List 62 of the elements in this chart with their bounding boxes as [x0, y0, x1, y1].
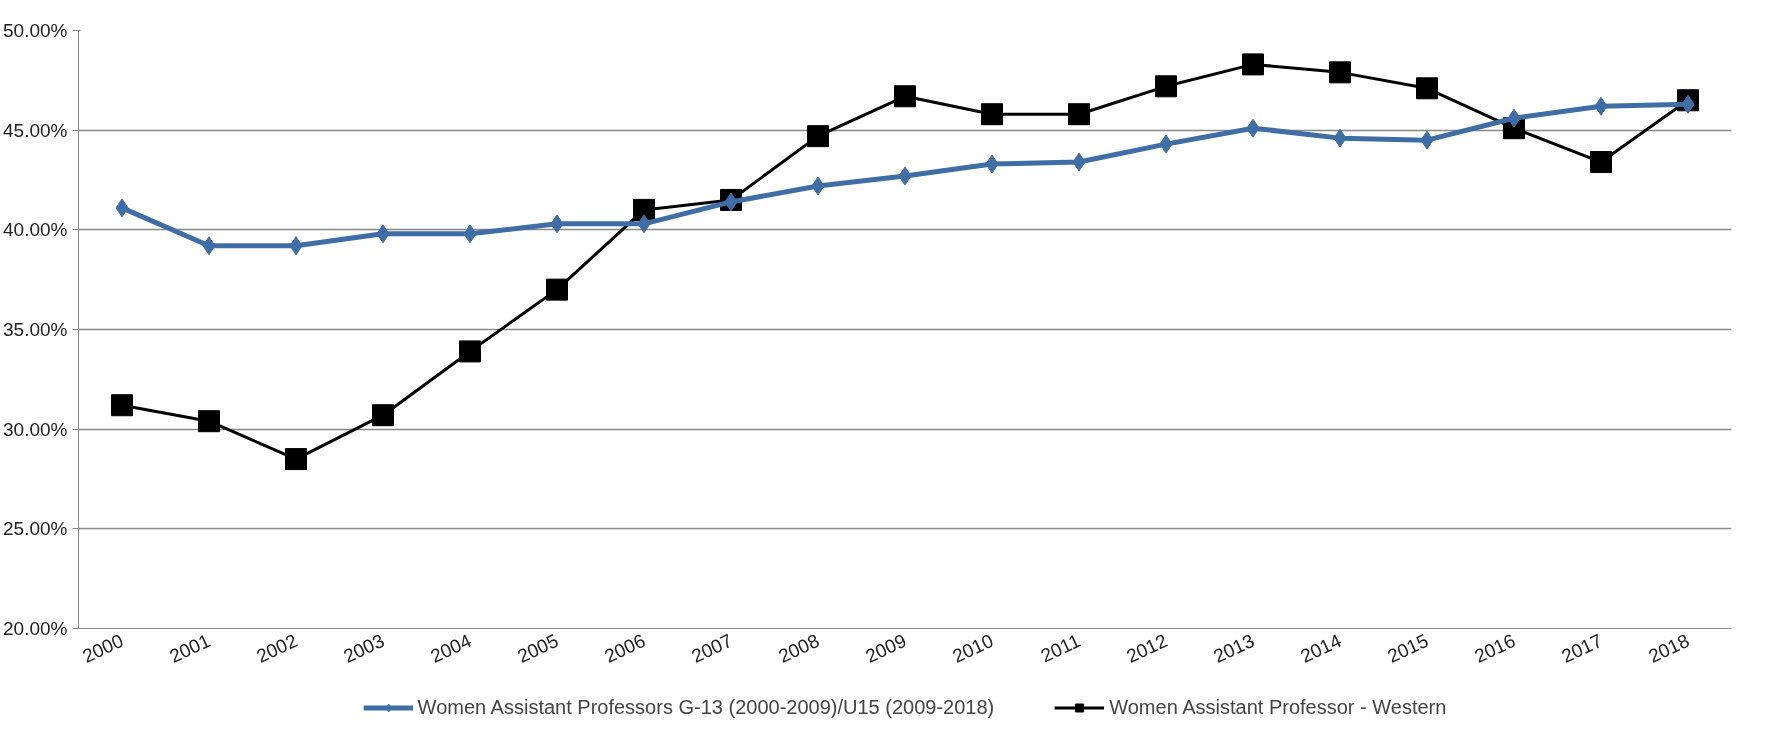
point [1329, 61, 1351, 84]
point [463, 224, 477, 244]
y-tick-label: 50.00% [3, 20, 68, 41]
x-tick-label: 2007 [688, 629, 736, 667]
point [1590, 151, 1612, 174]
x-tick-label: 2000 [79, 629, 127, 667]
point [115, 198, 129, 218]
x-tick-label: 2004 [427, 629, 475, 667]
x-tick-label: 2016 [1471, 629, 1519, 667]
point [289, 236, 303, 256]
point [981, 103, 1003, 126]
x-tick-label: 2008 [775, 629, 823, 667]
point [898, 166, 912, 186]
legend-label: Women Assistant Professor - Western [1109, 695, 1447, 719]
point [376, 224, 390, 244]
x-tick-label: 2005 [514, 629, 562, 667]
x-tick-label: 2001 [166, 629, 214, 667]
point [1681, 94, 1695, 114]
x-tick-label: 2018 [1645, 629, 1693, 667]
point [1333, 128, 1347, 148]
point [546, 278, 568, 301]
point [202, 236, 216, 256]
x-tick-label: 2017 [1558, 629, 1606, 667]
point [285, 448, 307, 471]
point [1068, 103, 1090, 126]
legend-label: Women Assistant Professors G-13 (2000-2009)/U15 (2009-2018) [417, 695, 995, 719]
x-tick-label: 2015 [1384, 629, 1432, 667]
point [459, 340, 481, 363]
x-tick-label: 2006 [601, 629, 649, 667]
point [111, 394, 133, 417]
x-tick-label: 2012 [1123, 629, 1171, 667]
point [550, 214, 564, 234]
point [1155, 75, 1177, 98]
x-tick-label: 2011 [1037, 629, 1084, 667]
x-tick-label: 2009 [862, 629, 910, 667]
point [807, 125, 829, 148]
point [894, 85, 916, 108]
point [1242, 53, 1264, 76]
point [1420, 130, 1434, 150]
x-tick-label: 2003 [340, 629, 388, 667]
y-tick-label: 30.00% [3, 418, 68, 440]
x-tick-label: 2014 [1297, 629, 1345, 667]
point [372, 404, 394, 427]
y-tick-label: 45.00% [3, 119, 68, 141]
point [637, 214, 651, 234]
point [633, 198, 655, 221]
point [1416, 77, 1438, 100]
point [1072, 152, 1086, 172]
y-tick-label: 25.00% [3, 518, 68, 540]
point [1594, 96, 1608, 116]
point [1246, 118, 1260, 138]
point [811, 176, 825, 196]
point [1507, 108, 1521, 128]
x-tick-label: 2010 [949, 629, 997, 667]
y-tick-label: 35.00% [3, 319, 68, 340]
point [985, 154, 999, 174]
point [1159, 134, 1173, 154]
x-tick-label: 2013 [1210, 629, 1258, 667]
y-tick-label: 40.00% [3, 219, 68, 241]
point [198, 410, 220, 433]
y-tick-label: 20.00% [3, 618, 68, 639]
x-tick-label: 2002 [253, 629, 301, 667]
